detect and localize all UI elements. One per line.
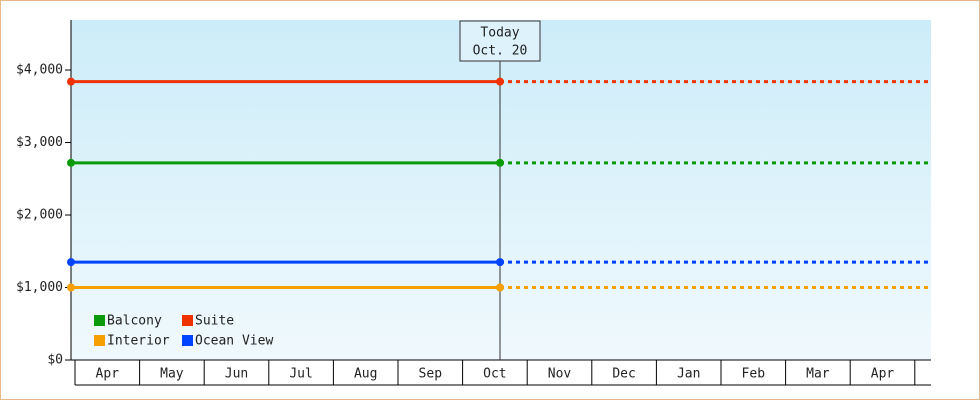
legend-label: Interior [107, 334, 170, 349]
today-date: Oct. 20 [473, 44, 528, 59]
legend-label: Balcony [107, 314, 162, 329]
y-tick-label: $1,000 [16, 280, 63, 295]
x-tick-label: Jun [225, 367, 248, 382]
x-tick-label: Mar [806, 367, 830, 382]
point [67, 258, 75, 267]
x-tick-label: Jul [289, 367, 312, 382]
legend-swatch [182, 335, 193, 346]
legend-label: Ocean View [195, 334, 273, 349]
y-tick-label: $4,000 [16, 63, 63, 78]
x-tick-label: Feb [742, 367, 766, 382]
y-tick-label: $0 [47, 353, 63, 368]
point [496, 158, 504, 167]
y-tick-label: $2,000 [16, 208, 63, 223]
today-box [459, 20, 541, 62]
x-tick-label: Oct [483, 367, 506, 382]
legend-swatch [94, 335, 105, 346]
point [67, 158, 75, 167]
legend-label: Suite [195, 314, 234, 329]
point [496, 283, 504, 292]
x-tick-label: Sep [419, 367, 443, 382]
point [67, 283, 75, 292]
today-label: Today [480, 26, 519, 41]
x-tick-label: Apr [96, 367, 120, 382]
y-tick-label: $3,000 [16, 135, 63, 150]
x-tick-label: Jan [677, 367, 700, 382]
x-tick-label: Dec [612, 367, 635, 382]
point [496, 77, 504, 86]
x-tick-label: Apr [871, 367, 895, 382]
legend-swatch [94, 315, 105, 326]
legend-swatch [182, 315, 193, 326]
x-tick-label: Aug [354, 367, 377, 382]
x-tick-label: May [160, 367, 184, 382]
x-tick-label: Nov [548, 367, 572, 382]
point [496, 258, 504, 267]
point [67, 77, 75, 86]
plot-area [71, 20, 931, 360]
